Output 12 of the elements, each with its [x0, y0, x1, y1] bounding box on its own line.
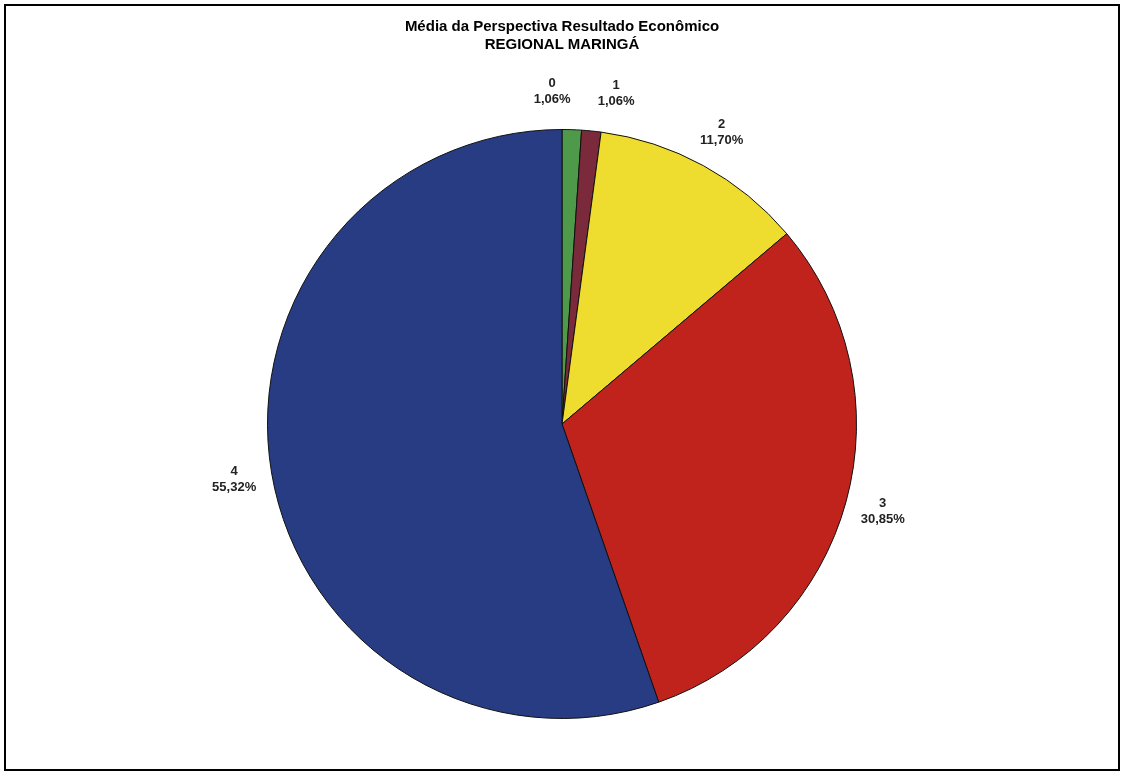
slice-label: 4 — [230, 462, 239, 478]
chart-subtitle: REGIONAL MARINGÁ — [484, 35, 640, 53]
slice-label: 0 — [548, 75, 556, 91]
data-label: 30,85% — [860, 511, 906, 527]
data-label: 55,32% — [212, 478, 257, 494]
data-label: 11,70% — [699, 131, 744, 147]
data-label: 1,06% — [597, 92, 635, 108]
slice-label: 3 — [879, 495, 887, 511]
data-label: 1,06% — [533, 91, 571, 107]
chart-title: Média da Perspectiva Resultado Econômico — [404, 17, 720, 35]
slice-label: 1 — [612, 76, 620, 92]
slice-label: 2 — [718, 115, 726, 131]
